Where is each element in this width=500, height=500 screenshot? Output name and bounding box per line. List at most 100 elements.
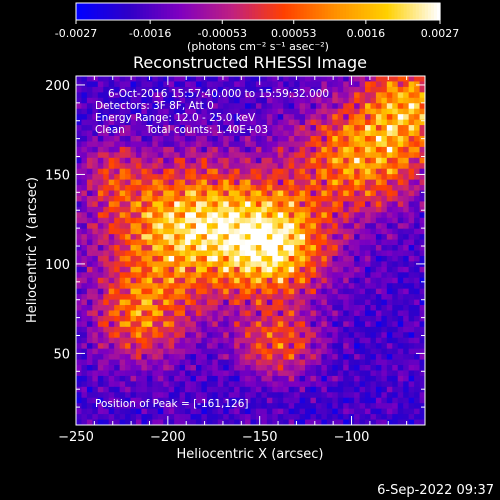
heatmap-cell xyxy=(403,283,410,290)
heatmap-cell xyxy=(419,375,425,382)
heatmap-cell xyxy=(76,228,82,235)
heatmap-cell xyxy=(146,255,153,262)
heatmap-cell xyxy=(135,359,142,366)
heatmap-cell xyxy=(321,354,328,361)
heatmap-cell xyxy=(108,163,115,170)
heatmap-cell xyxy=(326,288,333,295)
heatmap-cell xyxy=(299,157,306,164)
heatmap-cell xyxy=(146,114,153,121)
heatmap-cell xyxy=(97,283,104,290)
heatmap-cell xyxy=(343,141,350,148)
heatmap-cell xyxy=(103,223,110,230)
heatmap-cell xyxy=(250,103,257,110)
heatmap-cell xyxy=(135,365,142,371)
heatmap-cell xyxy=(359,201,366,208)
heatmap-cell xyxy=(305,195,311,202)
heatmap-cell xyxy=(185,343,192,350)
heatmap-cell xyxy=(174,419,181,425)
heatmap-cell xyxy=(419,354,425,361)
heatmap-cell xyxy=(201,234,208,241)
heatmap-cell xyxy=(195,343,202,350)
heatmap-cell xyxy=(283,354,290,361)
heatmap-cell xyxy=(370,245,377,251)
heatmap-cell xyxy=(392,326,399,333)
heatmap-cell xyxy=(86,288,93,295)
heatmap-cell xyxy=(125,414,132,421)
heatmap-cell xyxy=(370,343,377,350)
heatmap-cell xyxy=(315,125,322,132)
heatmap-cell xyxy=(419,250,425,257)
heatmap-cell xyxy=(190,321,197,328)
heatmap-cell xyxy=(130,103,137,110)
heatmap-cell xyxy=(414,272,421,279)
heatmap-cell xyxy=(152,381,159,388)
heatmap-cell xyxy=(288,348,295,355)
heatmap-cell xyxy=(272,76,279,82)
heatmap-cell xyxy=(310,212,317,219)
heatmap-cell xyxy=(185,392,192,399)
heatmap-cell xyxy=(201,212,208,219)
heatmap-cell xyxy=(277,76,284,82)
heatmap-cell xyxy=(261,206,268,213)
heatmap-cell xyxy=(195,392,202,399)
heatmap-cell xyxy=(174,141,181,148)
heatmap-cell xyxy=(381,294,388,301)
heatmap-cell xyxy=(277,119,284,126)
heatmap-cell xyxy=(354,294,361,301)
heatmap-cell xyxy=(250,294,257,301)
heatmap-cell xyxy=(310,125,317,132)
heatmap-cell xyxy=(277,212,284,219)
colorbar-cell xyxy=(233,3,238,20)
heatmap-cell xyxy=(190,294,197,301)
heatmap-cell xyxy=(381,103,388,110)
heatmap-cell xyxy=(343,130,350,137)
heatmap-cell xyxy=(315,266,322,273)
heatmap-cell xyxy=(337,370,344,377)
heatmap-cell xyxy=(266,185,273,192)
heatmap-cell xyxy=(343,283,350,290)
heatmap-cell xyxy=(185,86,192,93)
heatmap-cell xyxy=(386,212,393,219)
heatmap-cell xyxy=(206,239,213,246)
heatmap-cell xyxy=(266,114,273,121)
heatmap-cell xyxy=(299,185,306,192)
heatmap-cell xyxy=(245,97,251,104)
heatmap-cell xyxy=(201,283,208,290)
heatmap-cell xyxy=(381,114,388,121)
heatmap-cell xyxy=(185,217,192,224)
heatmap-cell xyxy=(245,310,251,317)
heatmap-cell xyxy=(130,332,137,339)
heatmap-cell xyxy=(97,190,104,197)
heatmap-cell xyxy=(206,408,213,415)
heatmap-cell xyxy=(201,337,208,344)
heatmap-cell xyxy=(250,272,257,279)
heatmap-cell xyxy=(294,261,301,268)
heatmap-cell xyxy=(337,261,344,268)
heatmap-cell xyxy=(315,86,322,93)
heatmap-cell xyxy=(152,255,159,262)
heatmap-cell xyxy=(375,217,382,224)
heatmap-cell xyxy=(392,370,399,377)
heatmap-cell xyxy=(354,108,361,115)
heatmap-cell xyxy=(125,381,132,388)
heatmap-cell xyxy=(315,92,322,99)
colorbar-cell xyxy=(251,3,256,20)
heatmap-cell xyxy=(195,239,202,246)
heatmap-cell xyxy=(190,108,197,115)
heatmap-cell xyxy=(146,92,153,99)
heatmap-cell xyxy=(92,288,99,295)
heatmap-cell xyxy=(294,86,301,93)
heatmap-cell xyxy=(359,386,366,393)
heatmap-cell xyxy=(348,185,355,192)
heatmap-cell xyxy=(174,370,181,377)
heatmap-cell xyxy=(348,277,355,284)
heatmap-cell xyxy=(272,272,279,279)
heatmap-cell xyxy=(185,168,192,175)
heatmap-cell xyxy=(283,234,290,241)
heatmap-cell xyxy=(76,266,82,273)
heatmap-cell xyxy=(92,108,99,115)
heatmap-cell xyxy=(168,294,175,301)
heatmap-cell xyxy=(217,190,224,197)
heatmap-cell xyxy=(419,163,425,170)
heatmap-cell xyxy=(277,343,284,350)
